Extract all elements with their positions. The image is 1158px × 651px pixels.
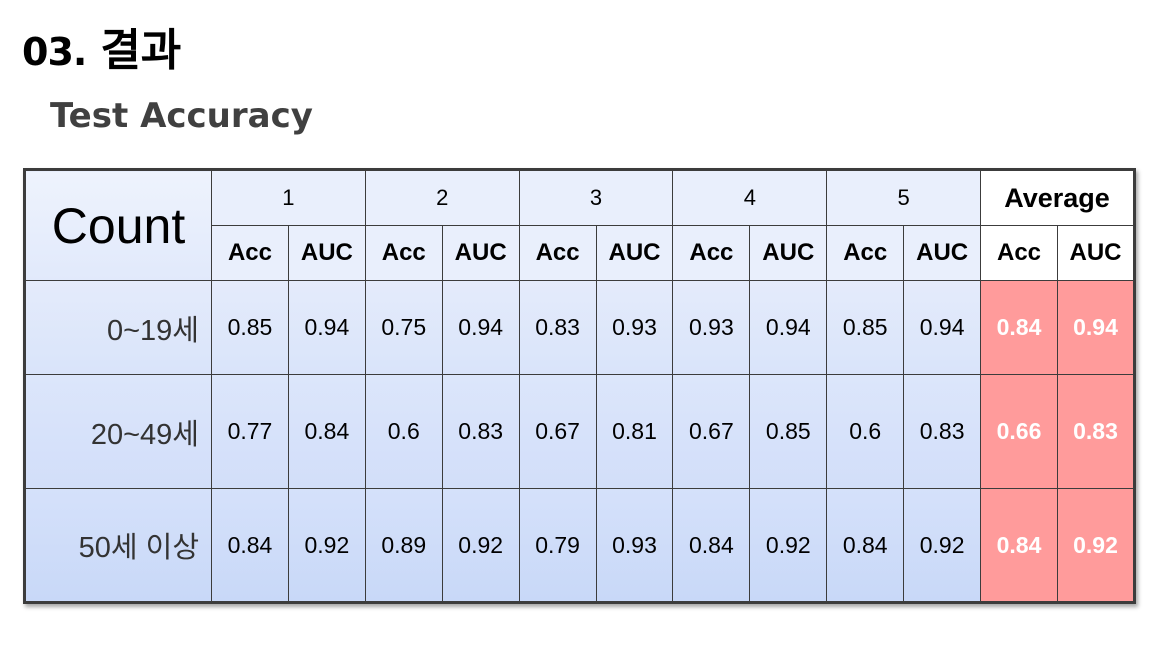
table-cell: 0.67	[518, 374, 597, 489]
metric-header-auc: AUC	[595, 225, 674, 281]
table-cell: 0.94	[441, 280, 520, 375]
table-cell: 0.93	[672, 280, 751, 375]
section-heading: 03. 결과	[22, 14, 181, 76]
average-cell: 0.83	[1056, 374, 1136, 489]
table-cell: 0.92	[441, 488, 520, 603]
fold-header: 4	[672, 169, 828, 226]
table-cell: 0.92	[903, 488, 982, 603]
table-cell: 0.67	[672, 374, 751, 489]
table-cell: 0.83	[903, 374, 982, 489]
table-cell: 0.84	[211, 488, 289, 603]
table-cell: 0.89	[364, 488, 443, 603]
table-cell: 0.94	[287, 280, 366, 375]
table-cell: 0.83	[518, 280, 597, 375]
table-cell: 0.85	[749, 374, 828, 489]
fold-header: 1	[211, 169, 366, 226]
table-cell: 0.94	[749, 280, 828, 375]
average-cell: 0.84	[980, 488, 1058, 603]
table-row: 20~49세 0.77 0.84 0.6 0.83 0.67 0.81 0.67…	[24, 374, 1136, 489]
metric-header-acc: Acc	[211, 225, 289, 281]
table-cell: 0.6	[826, 374, 905, 489]
average-header: Average	[980, 169, 1135, 226]
subtitle: Test Accuracy	[50, 96, 313, 136]
metric-header-auc: AUC	[1056, 225, 1136, 281]
metric-header-acc: Acc	[980, 225, 1058, 281]
table-cell: 0.94	[903, 280, 982, 375]
table-cell: 0.93	[595, 280, 674, 375]
table-cell: 0.81	[595, 374, 674, 489]
fold-header: 3	[518, 169, 674, 226]
corner-label: Count	[24, 169, 212, 281]
table-cell: 0.92	[287, 488, 366, 603]
table-cell: 0.84	[287, 374, 366, 489]
header-row-metrics: Acc AUC Acc AUC Acc AUC Acc AUC Acc AUC …	[25, 225, 1136, 281]
table-cell: 0.83	[441, 374, 520, 489]
average-cell: 0.66	[980, 374, 1058, 489]
metric-header-acc: Acc	[672, 225, 751, 281]
section-title: 결과	[100, 25, 182, 76]
fold-header: 5	[826, 169, 982, 226]
table-row: 0~19세 0.85 0.94 0.75 0.94 0.83 0.93 0.93…	[24, 280, 1136, 375]
table-cell: 0.75	[364, 280, 443, 375]
table-cell: 0.85	[826, 280, 905, 375]
section-number: 03.	[22, 30, 87, 74]
metric-header-auc: AUC	[749, 225, 828, 281]
row-label: 20~49세	[24, 374, 212, 489]
table-cell: 0.79	[518, 488, 597, 603]
metric-header-auc: AUC	[441, 225, 520, 281]
table-cell: 0.92	[749, 488, 828, 603]
metric-header-acc: Acc	[518, 225, 597, 281]
average-cell: 0.92	[1056, 488, 1136, 603]
row-label: 0~19세	[24, 280, 212, 375]
average-cell: 0.94	[1056, 280, 1136, 375]
average-cell: 0.84	[980, 280, 1058, 375]
table-cell: 0.84	[672, 488, 751, 603]
row-label: 50세 이상	[24, 488, 212, 603]
metric-header-auc: AUC	[903, 225, 982, 281]
metric-header-auc: AUC	[287, 225, 366, 281]
table-cell: 0.84	[826, 488, 905, 603]
metric-header-acc: Acc	[826, 225, 905, 281]
table-cell: 0.93	[595, 488, 674, 603]
fold-header: 2	[364, 169, 520, 226]
header-row-folds: Count 1 2 3 4 5 Average	[24, 169, 1135, 281]
metric-header-acc: Acc	[364, 225, 443, 281]
table-cell: 0.6	[364, 374, 443, 489]
table-row: 50세 이상 0.84 0.92 0.89 0.92 0.79 0.93 0.8…	[24, 488, 1136, 603]
table-cell: 0.77	[211, 374, 289, 489]
results-table: Count 1 2 3 4 5 Average Acc AUC Acc AUC …	[23, 168, 1136, 604]
table-cell: 0.85	[211, 280, 289, 375]
